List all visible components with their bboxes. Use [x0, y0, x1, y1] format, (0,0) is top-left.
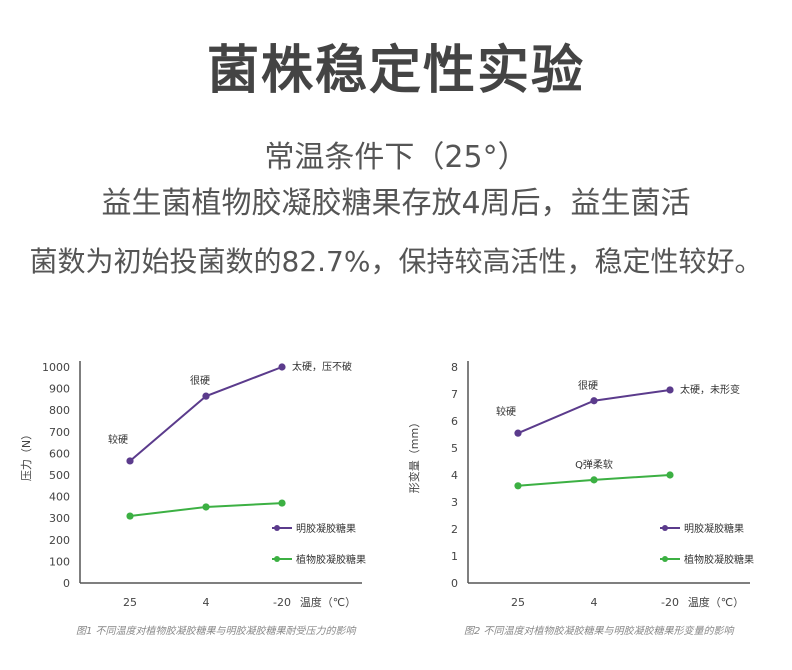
chart2-data-point: [590, 476, 598, 484]
chart2-caption: 图2 不同温度对植物胶凝胶糖果与明胶凝胶糖果形变量的影响: [464, 625, 736, 637]
chart2-x-tick-label: 25: [511, 596, 525, 609]
subtitle-line-2: 益生菌植物胶凝胶糖果存放4周后，益生菌活: [101, 186, 691, 221]
chart2-y-tick-label: 0: [451, 577, 458, 590]
chart2-data-label: Q弹柔软: [575, 458, 613, 471]
chart1-y-axis-label: 压力（N）: [20, 429, 33, 481]
chart1-data-point: [278, 499, 286, 507]
chart1-data-point: [126, 457, 134, 465]
chart1-x-tick-label: 25: [123, 596, 137, 609]
chart2-data-point: [666, 471, 674, 479]
chart2-data-label: 较硬: [496, 405, 516, 418]
deformation-chart: 形变量（mm） 0 1 2 3 4 5 6 7 8 25 4 -20 温度（℃） 较硬 很硬 太硬，未形变明胶凝…: [407, 361, 754, 637]
subtitle-line-1: 常温条件下（25°）: [264, 140, 528, 175]
chart1-data-point: [126, 512, 134, 520]
chart2-y-axis-label: 形变量（mm）: [407, 417, 421, 493]
pressure-chart: 压力（N） 0 100 200 300 400 500 600 700 800 900 1000 25 4…: [20, 360, 366, 637]
chart2-x-tick-label: -20: [661, 596, 679, 609]
chart2-data-point: [514, 429, 522, 437]
chart1-y-tick-label: 800: [49, 404, 70, 417]
chart2-y-tick-label: 2: [451, 523, 458, 536]
chart1-y-tick-label: 200: [49, 534, 70, 547]
chart1-data-point: [278, 363, 286, 371]
chart1-y-tick-label: 0: [63, 577, 70, 590]
chart2-data-point: [666, 386, 674, 394]
chart1-y-tick-label: 500: [49, 469, 70, 482]
chart1-y-tick-label: 300: [49, 512, 70, 525]
chart1-y-tick-label: 900: [49, 383, 70, 396]
chart2-y-tick-label: 8: [451, 361, 458, 374]
chart1-data-label: 较硬: [108, 433, 128, 446]
chart1-data-point: [202, 503, 210, 511]
chart1-legend-marker-1: [274, 525, 280, 531]
chart1-data-point: [202, 392, 210, 400]
chart2-legend-marker-2: [662, 556, 668, 562]
chart1-y-tick-label: 700: [49, 426, 70, 439]
chart2-legend-label-2: 植物胶凝胶糖果: [684, 553, 754, 566]
chart1-y-tick-label: 100: [49, 555, 70, 568]
chart2-y-tick-label: 7: [451, 388, 458, 401]
chart1-data-label: 太硬，压不破: [292, 360, 352, 373]
chart2-y-tick-label: 3: [451, 496, 458, 509]
chart1-legend-label-2: 植物胶凝胶糖果: [296, 553, 366, 566]
chart1-x-axis-label: 温度（℃）: [300, 595, 356, 609]
chart2-y-tick-label: 5: [451, 442, 458, 455]
chart2-x-axis-label: 温度（℃）: [688, 595, 744, 609]
chart1-y-tick-label: 400: [49, 491, 70, 504]
chart2-y-tick-label: 1: [451, 550, 458, 563]
chart2-series-line-1: [517, 388, 671, 435]
chart1-x-tick-label: -20: [273, 596, 291, 609]
chart2-x-tick-label: 4: [591, 596, 598, 609]
chart1-y-tick-label: 1000: [42, 361, 70, 374]
chart2-data-point: [590, 397, 598, 405]
page-title: 菌株稳定性实验: [206, 41, 585, 101]
chart1-legend-label-1: 明胶凝胶糖果: [296, 522, 356, 535]
chart1-legend-marker-2: [274, 556, 280, 562]
chart1-y-tick-label: 600: [49, 447, 70, 460]
subtitle-line-3: 菌数为初始投菌数的82.7%，保持较高活性，稳定性较好。: [29, 245, 763, 278]
chart1-caption: 图1 不同温度对植物胶凝胶糖果与明胶凝胶糖果耐受压力的影响: [76, 625, 358, 637]
chart1-data-label: 很硬: [190, 374, 210, 387]
chart2-y-tick-label: 4: [451, 469, 458, 482]
chart2-data-point: [514, 482, 522, 490]
chart2-legend-label-1: 明胶凝胶糖果: [684, 522, 744, 535]
chart2-data-label: 太硬，未形变: [680, 383, 740, 396]
chart2-data-label: 很硬: [578, 379, 598, 392]
chart2-y-tick-label: 6: [451, 415, 458, 428]
chart2-legend-marker-1: [662, 525, 668, 531]
chart1-x-tick-label: 4: [203, 596, 210, 609]
